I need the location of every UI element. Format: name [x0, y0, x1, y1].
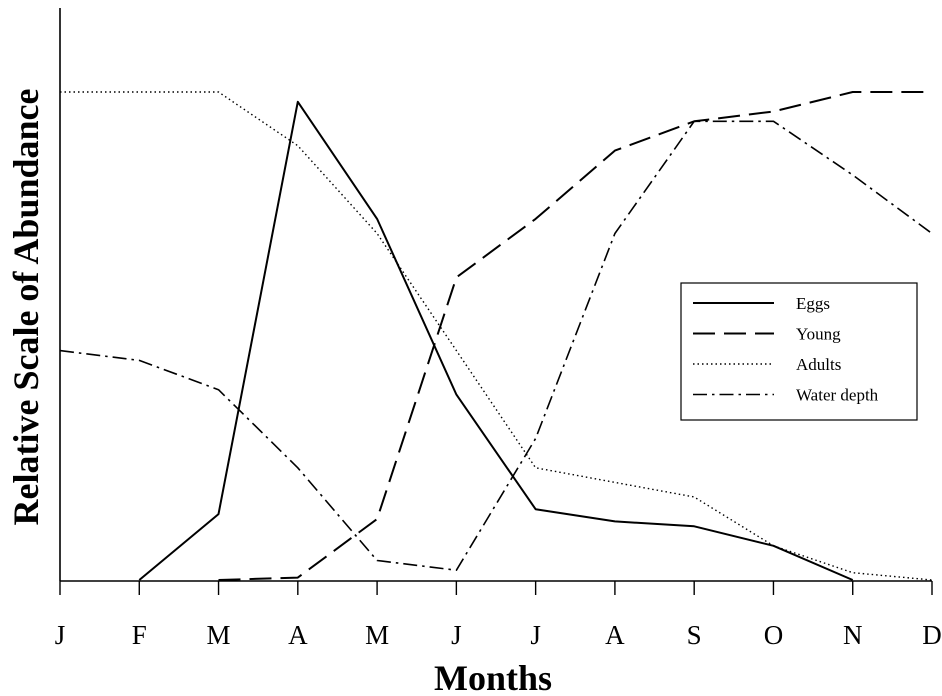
x-tick-label-1: F	[132, 620, 147, 650]
x-tick-label-5: J	[451, 620, 462, 650]
legend-label-adults: Adults	[796, 355, 841, 374]
x-tick-label-11: D	[922, 620, 942, 650]
legend-label-eggs: Eggs	[796, 294, 830, 313]
y-axis-title: Relative Scale of Abundance	[6, 88, 46, 525]
legend-box	[680, 282, 918, 421]
axes	[59, 8, 932, 582]
x-tick-label-0: J	[55, 620, 66, 650]
x-tick-label-4: M	[365, 620, 389, 650]
x-tick-label-8: S	[687, 620, 702, 650]
x-tick-label-7: A	[605, 620, 625, 650]
legend-label-young: Young	[796, 325, 841, 344]
series-line-eggs	[138, 100, 854, 581]
series-line-adults	[60, 91, 933, 581]
x-axis-title: Months	[434, 658, 552, 696]
series-line-young	[218, 91, 932, 581]
x-tick-label-2: M	[207, 620, 231, 650]
x-tick-label-3: A	[288, 620, 308, 650]
x-tick-label-6: J	[530, 620, 541, 650]
legend: Eggs Young Adults Water depth	[680, 282, 918, 421]
legend-label-water-depth: Water depth	[796, 386, 879, 405]
series-lines	[59, 91, 933, 581]
x-tick-label-9: O	[764, 620, 784, 650]
x-tick-label-10: N	[843, 620, 863, 650]
x-ticks	[59, 581, 933, 595]
